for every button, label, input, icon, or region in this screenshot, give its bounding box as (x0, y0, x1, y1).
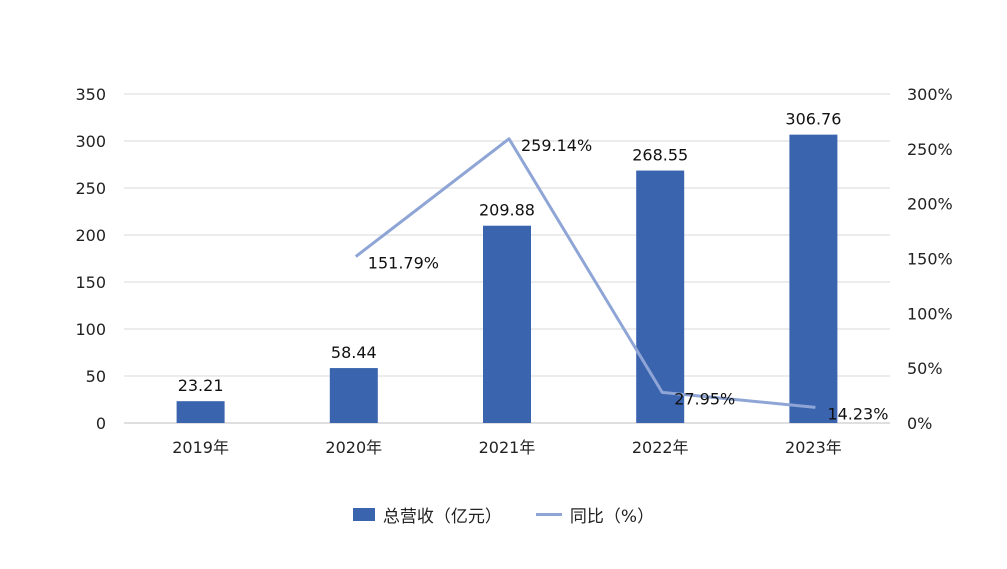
left-y-tick-label: 0 (96, 414, 106, 433)
revenue-bars (176, 134, 838, 423)
data-labels: 23.21 58.44 209.88 268.55 306.76 151.79% 259.1… (178, 110, 889, 424)
legend-item-growth: 同比（%） (535, 502, 655, 527)
bar (789, 134, 838, 423)
x-tick-label: 2019年 (172, 438, 229, 457)
right-y-tick-label: 300% (907, 85, 953, 104)
x-tick-label: 2020年 (325, 438, 382, 457)
legend: 总营收（亿元） 同比（%） (0, 502, 1007, 527)
legend-label-growth: 同比（%） (569, 506, 655, 527)
x-tick-label: 2022年 (632, 438, 689, 457)
legend-item-revenue: 总营收（亿元） (352, 502, 502, 527)
bar-value-label: 306.76 (785, 110, 841, 129)
legend-swatch-growth (535, 512, 562, 516)
bar-value-label: 209.88 (479, 201, 535, 220)
left-y-tick-label: 200 (75, 226, 106, 245)
x-axis: 2019年 2020年 2021年 2022年 2023年 (172, 438, 842, 457)
bar (636, 170, 685, 423)
bar (483, 225, 531, 423)
x-tick-label: 2021年 (479, 438, 536, 457)
legend-label-revenue: 总营收（亿元） (382, 506, 502, 527)
left-y-tick-label: 250 (75, 179, 106, 198)
right-y-tick-label: 250% (907, 140, 953, 159)
left-y-tick-label: 100 (75, 320, 106, 339)
right-y-axis: 0% 50% 100% 150% 200% 250% 300% (907, 85, 953, 433)
left-y-tick-label: 150 (75, 273, 106, 292)
left-y-tick-label: 50 (86, 367, 106, 386)
growth-value-label: 151.79% (368, 254, 439, 273)
right-y-tick-label: 150% (907, 250, 953, 269)
x-tick-label: 2023年 (785, 438, 842, 457)
bar (176, 401, 225, 423)
growth-line-path (354, 137, 816, 409)
bar (329, 368, 378, 423)
growth-value-label: 14.23% (827, 404, 888, 423)
right-y-tick-label: 100% (907, 304, 953, 323)
growth-value-label: 259.14% (521, 136, 592, 155)
growth-value-label: 27.95% (674, 389, 735, 408)
growth-line (354, 137, 816, 409)
left-y-tick-label: 300 (75, 132, 106, 151)
bar-value-label: 58.44 (331, 343, 377, 362)
left-y-tick-label: 350 (75, 85, 106, 104)
right-y-tick-label: 200% (907, 195, 953, 214)
right-y-tick-label: 50% (907, 359, 943, 378)
bar-value-label: 23.21 (178, 376, 224, 395)
left-y-axis: 0 50 100 150 200 250 300 350 (75, 85, 106, 433)
legend-swatch-revenue (352, 507, 375, 521)
bar-value-label: 268.55 (632, 146, 688, 165)
right-y-tick-label: 0% (907, 414, 932, 433)
